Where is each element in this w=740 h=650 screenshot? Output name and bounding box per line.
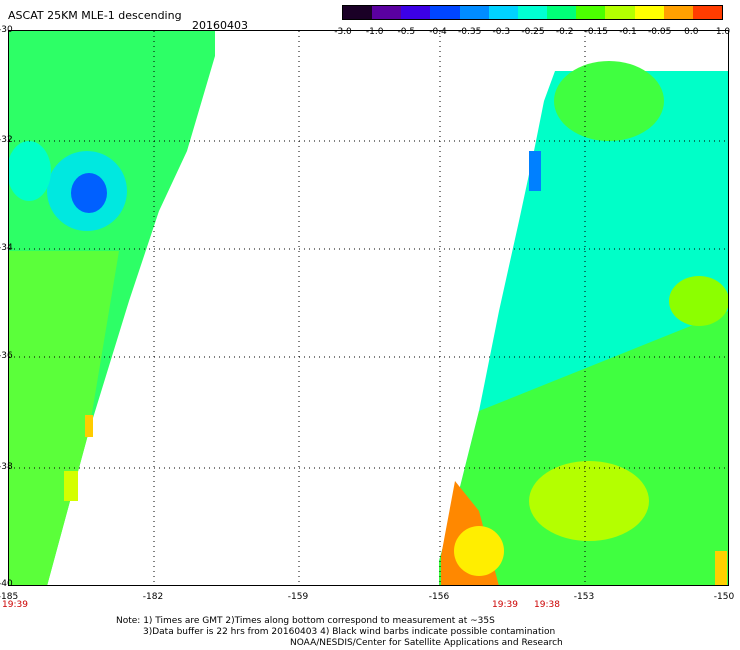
- color-bar-segment: [547, 6, 577, 19]
- color-bar-label: -0.1: [619, 27, 637, 37]
- color-bar-segment: [605, 6, 636, 19]
- x-tick-label: -159: [287, 592, 309, 602]
- map-date: 20160403: [192, 19, 248, 32]
- color-bar-segment: [488, 6, 519, 19]
- y-tick-label: -30: [0, 25, 13, 35]
- x-tick-label: -153: [573, 592, 595, 602]
- x-tick-label: -185: [0, 592, 19, 602]
- x-tick-label: -150: [713, 592, 735, 602]
- right-swath-green: [439, 311, 728, 585]
- color-bar-label: -0.5: [397, 27, 416, 37]
- color-bar-segment: [459, 6, 490, 19]
- x-tick-label: -182: [142, 592, 164, 602]
- color-bar-segment: [430, 6, 461, 19]
- color-bar-label: -1.0: [365, 27, 384, 37]
- time-label-right-1: 19:39: [492, 600, 518, 610]
- left-yellow-pixels: [64, 471, 78, 501]
- right-blue-pixels: [529, 151, 541, 191]
- y-tick-label: -36: [0, 351, 13, 361]
- footer-note-3: NOAA/NESDIS/Center for Satellite Applica…: [290, 638, 563, 648]
- right-green-feature-1: [554, 61, 664, 141]
- color-bar: [342, 5, 723, 20]
- map-title: ASCAT 25KM MLE-1 descending: [8, 9, 182, 22]
- right-orange-pixels: [715, 551, 727, 585]
- color-bar-segment: [634, 6, 665, 19]
- time-label-right-2: 19:38: [534, 600, 560, 610]
- color-bar-label: -0.25: [521, 27, 545, 37]
- color-bar-label: -0.3: [492, 27, 511, 37]
- color-bar-label: -3.0: [334, 27, 352, 37]
- right-yellow-feature: [454, 526, 504, 576]
- y-tick-label: -32: [0, 135, 13, 145]
- color-bar-label: -0.35: [458, 27, 482, 37]
- x-tick-label: -156: [428, 592, 450, 602]
- footer-note-1: Note: 1) Times are GMT 2)Times along bot…: [116, 616, 495, 626]
- y-tick-label: -34: [0, 243, 13, 253]
- time-label-left: 19:39: [2, 600, 28, 610]
- color-bar-segment: [576, 6, 606, 19]
- right-green-feature-3: [529, 461, 649, 541]
- left-blue-core: [71, 173, 107, 213]
- y-tick-label: -40: [0, 579, 13, 589]
- color-bar-segment: [663, 6, 694, 19]
- map-canvas: [9, 31, 728, 585]
- color-bar-segment: [692, 6, 723, 19]
- color-bar-label: 1.0: [715, 27, 731, 37]
- color-bar-label: -0.05: [648, 27, 672, 37]
- color-bar-segment: [343, 6, 373, 19]
- left-orange-pixels: [85, 415, 93, 437]
- footer-note-2: 3)Data buffer is 22 hrs from 20160403 4)…: [143, 627, 556, 637]
- map-plot-frame: [8, 30, 729, 586]
- color-bar-segment: [517, 6, 548, 19]
- color-bar-label: -0.4: [429, 27, 447, 37]
- color-bar-label: -0.15: [584, 27, 608, 37]
- color-bar-label: -0.2: [555, 27, 574, 37]
- color-bar-segment: [401, 6, 431, 19]
- right-green-feature-2: [669, 276, 728, 326]
- left-swath-lightgreen: [9, 251, 119, 585]
- left-cyan-feature: [9, 141, 51, 201]
- color-bar-label: 0.0: [684, 27, 699, 37]
- y-tick-label: -38: [0, 462, 13, 472]
- color-bar-segment: [372, 6, 402, 19]
